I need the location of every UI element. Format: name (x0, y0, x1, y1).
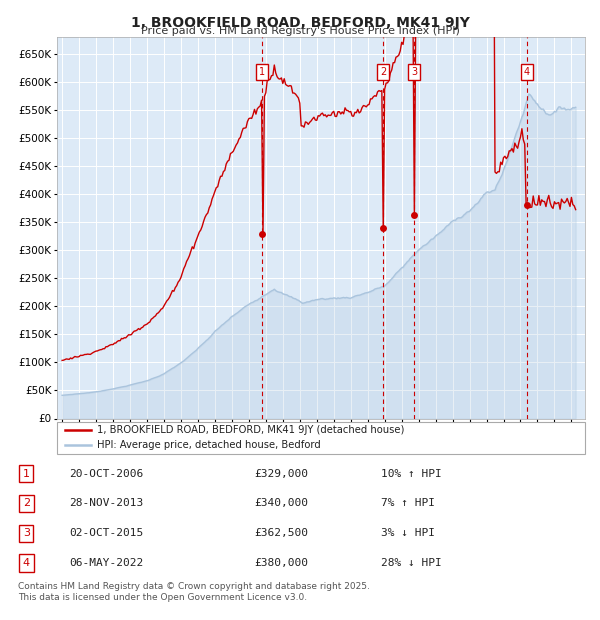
Text: 1, BROOKFIELD ROAD, BEDFORD, MK41 9JY (detached house): 1, BROOKFIELD ROAD, BEDFORD, MK41 9JY (d… (97, 425, 404, 435)
Text: 3: 3 (412, 67, 418, 77)
Text: £362,500: £362,500 (254, 528, 308, 538)
FancyBboxPatch shape (57, 422, 585, 454)
Text: 1: 1 (23, 469, 30, 479)
Text: £380,000: £380,000 (254, 558, 308, 568)
Text: 3% ↓ HPI: 3% ↓ HPI (380, 528, 434, 538)
Text: 4: 4 (23, 558, 30, 568)
Text: £329,000: £329,000 (254, 469, 308, 479)
Text: 06-MAY-2022: 06-MAY-2022 (70, 558, 144, 568)
Text: 28% ↓ HPI: 28% ↓ HPI (380, 558, 442, 568)
Text: £340,000: £340,000 (254, 498, 308, 508)
Text: 2: 2 (23, 498, 30, 508)
Text: 1: 1 (259, 67, 265, 77)
Text: 7% ↑ HPI: 7% ↑ HPI (380, 498, 434, 508)
Text: 2: 2 (380, 67, 386, 77)
Text: Contains HM Land Registry data © Crown copyright and database right 2025.
This d: Contains HM Land Registry data © Crown c… (18, 582, 370, 603)
Text: HPI: Average price, detached house, Bedford: HPI: Average price, detached house, Bedf… (97, 440, 320, 450)
Text: 1, BROOKFIELD ROAD, BEDFORD, MK41 9JY: 1, BROOKFIELD ROAD, BEDFORD, MK41 9JY (131, 16, 469, 30)
Text: 28-NOV-2013: 28-NOV-2013 (70, 498, 144, 508)
Text: 10% ↑ HPI: 10% ↑ HPI (380, 469, 442, 479)
Text: 20-OCT-2006: 20-OCT-2006 (70, 469, 144, 479)
Text: 02-OCT-2015: 02-OCT-2015 (70, 528, 144, 538)
Text: Price paid vs. HM Land Registry's House Price Index (HPI): Price paid vs. HM Land Registry's House … (140, 26, 460, 36)
Text: 4: 4 (524, 67, 530, 77)
Text: 3: 3 (23, 528, 30, 538)
